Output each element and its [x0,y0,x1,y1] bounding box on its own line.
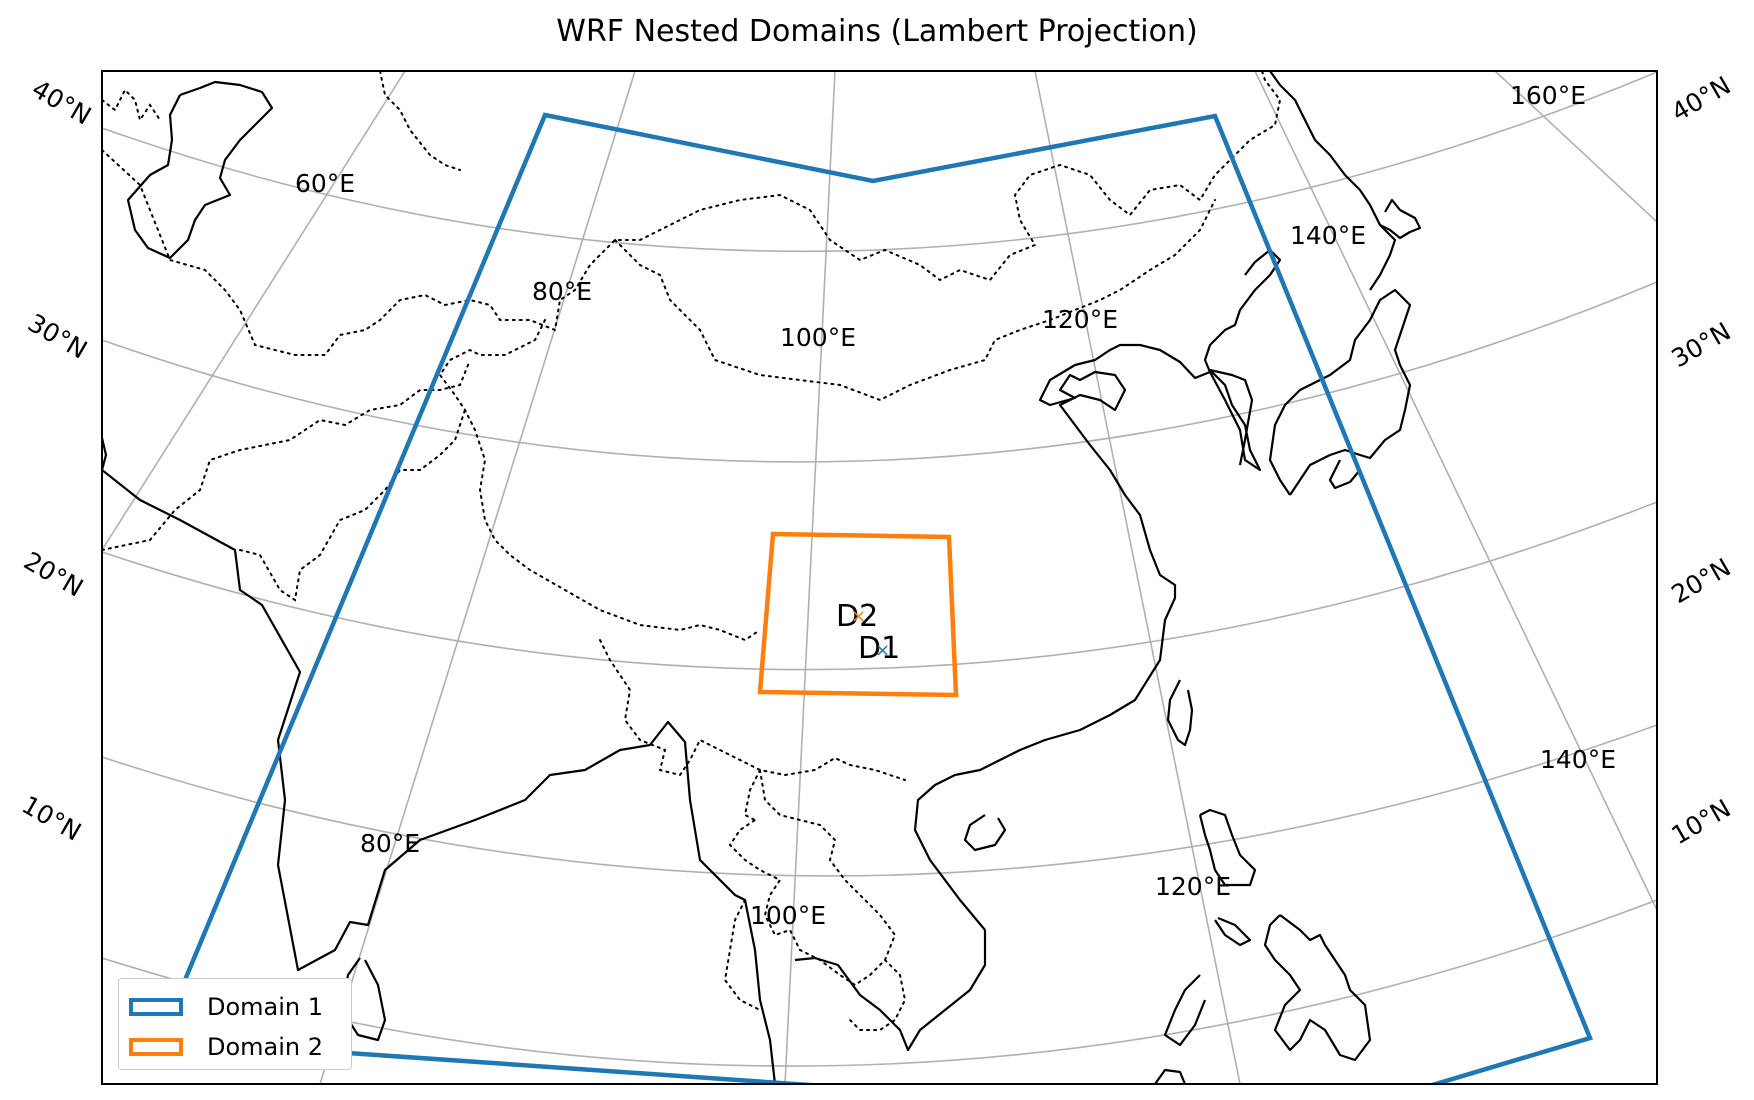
meridian-100e-line [784,71,836,1084]
map-frame [101,70,1658,1085]
legend-label-domain-1: Domain 1 [207,993,324,1021]
lat-label-left: 20°N [19,546,88,603]
coastlines [102,71,1422,1084]
lon-labels: 60°E 80°E 100°E 120°E 140°E 160°E 140°E … [295,81,1616,930]
latitude-40-line [102,71,1657,253]
japan-coast [1268,71,1412,496]
legend-item-domain-1: Domain 1 [129,992,323,1022]
lon-label: 80°E [532,277,592,306]
korea-coast [1203,248,1282,373]
borneo-coast [1154,1068,1187,1084]
border-central-asia [102,71,1282,356]
lat-labels-left: 40°N 30°N 20°N 10°N [17,74,96,847]
lat-label-left: 40°N [27,74,96,131]
lon-label: 60°E [295,169,355,198]
lat-label-right: 10°N [1667,794,1736,851]
lat-label-left: 30°N [23,308,92,365]
legend-swatch-domain-1 [129,998,183,1016]
border-mongolia-south [614,199,1216,402]
lon-label: 120°E [1042,305,1118,334]
lat-label-left: 10°N [17,790,86,847]
meridian-60e-line [102,71,406,551]
arabia-coast [102,437,746,972]
d2-center-x-icon: × [851,606,866,627]
lon-label: 80°E [360,829,420,858]
hokkaido-coast [1379,198,1422,240]
lon-label: 140°E [1290,221,1366,250]
latitude-30-line [102,281,1657,463]
d1-marker-label: D1 [858,631,900,666]
latitude-20-line [102,501,1657,671]
legend-swatch-domain-2 [129,1038,183,1056]
taiwan-coast [1166,679,1194,747]
d2-marker-label: D2 [836,599,878,634]
border-southeast-asia [599,639,907,1031]
lon-label: 100°E [780,323,856,352]
lon-label: 140°E [1540,745,1616,774]
graticule-latitudes [102,71,1657,1067]
caspian-region-coast [126,80,274,260]
southeast-asia-coast [743,343,1262,1084]
border-china-west [438,319,761,642]
lon-label: 160°E [1510,81,1586,110]
lat-label-right: 30°N [1667,317,1736,374]
meridian-160e-line [1494,71,1657,223]
d1-center-x-icon: × [875,640,890,661]
lon-label: 120°E [1155,872,1231,901]
map-title: WRF Nested Domains (Lambert Projection) [556,14,1198,49]
map-legend: Domain 1 Domain 2 [118,978,352,1070]
border-south-asia [102,359,471,602]
lat-label-right: 40°N [1667,71,1736,128]
meridian-80e-line [319,71,636,1084]
legend-item-domain-2: Domain 2 [129,1032,323,1062]
latitude-10-line [102,724,1657,877]
graticule-meridians [102,71,1657,1084]
lat-label-right: 20°N [1667,553,1736,610]
country-borders [102,71,1282,1031]
border-caucasus [102,71,461,171]
domain-2-boundary [757,531,959,698]
hainan-coast [963,814,1007,852]
meridian-120e-line [1034,71,1241,1084]
meridian-140e-line [1254,71,1657,911]
philippines-coast [1163,808,1372,1062]
legend-label-domain-2: Domain 2 [207,1033,324,1061]
lat-labels-right: 40°N 30°N 20°N 10°N [1667,71,1736,851]
lon-label: 100°E [750,901,826,930]
